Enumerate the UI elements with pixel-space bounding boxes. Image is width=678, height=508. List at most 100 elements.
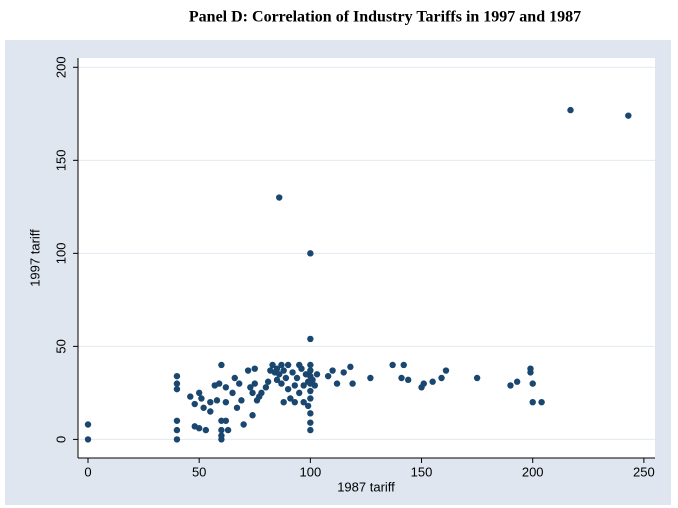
point xyxy=(218,417,225,424)
x-tick-label: 0 xyxy=(84,464,91,479)
point xyxy=(187,393,194,400)
point xyxy=(307,410,314,417)
point xyxy=(513,378,521,385)
chart-title: Panel D: Correlation of Industry Tariffs… xyxy=(189,9,581,26)
point xyxy=(200,404,207,411)
point xyxy=(218,361,225,369)
point xyxy=(529,398,536,406)
point xyxy=(222,384,230,391)
point xyxy=(84,436,92,443)
y-tick-label: 200 xyxy=(53,56,68,78)
point xyxy=(173,417,181,424)
point xyxy=(404,376,412,384)
x-tick-label: 150 xyxy=(411,464,433,479)
point xyxy=(258,389,265,397)
point xyxy=(340,369,347,376)
point xyxy=(251,365,258,372)
point xyxy=(173,436,181,443)
point xyxy=(420,380,427,387)
point xyxy=(309,376,316,384)
point xyxy=(173,385,181,393)
point xyxy=(298,365,305,372)
point xyxy=(307,335,314,343)
point xyxy=(625,112,632,119)
point xyxy=(311,382,319,389)
point xyxy=(473,374,481,382)
y-axis-label: 1997 tariff xyxy=(27,229,42,287)
point xyxy=(300,398,307,406)
point xyxy=(202,426,210,434)
point xyxy=(307,367,314,374)
point xyxy=(400,361,407,369)
point xyxy=(191,400,198,408)
y-tick-label: 100 xyxy=(53,242,68,264)
y-tick-label: 50 xyxy=(53,339,68,353)
point xyxy=(307,395,314,402)
point xyxy=(307,426,314,434)
point xyxy=(289,369,296,376)
point xyxy=(262,384,270,391)
point xyxy=(198,395,205,402)
plot-area xyxy=(78,58,655,458)
point xyxy=(84,421,92,428)
point xyxy=(389,361,396,369)
point xyxy=(215,380,223,387)
point xyxy=(173,372,181,380)
point xyxy=(291,382,298,389)
point xyxy=(251,380,258,387)
point xyxy=(307,387,314,395)
point xyxy=(273,376,281,384)
point xyxy=(324,372,332,380)
y-tick-label: 150 xyxy=(53,149,68,171)
point xyxy=(173,426,181,434)
point xyxy=(529,380,536,387)
point xyxy=(304,402,312,410)
point xyxy=(276,371,283,378)
point xyxy=(280,398,287,406)
point xyxy=(229,389,236,397)
point xyxy=(349,380,356,387)
point xyxy=(278,361,285,369)
point xyxy=(195,425,203,432)
point xyxy=(231,374,238,382)
point xyxy=(195,389,203,397)
point xyxy=(238,397,245,404)
point xyxy=(287,395,294,402)
point xyxy=(347,363,354,371)
point xyxy=(429,378,436,385)
point xyxy=(438,374,445,382)
point xyxy=(213,397,221,404)
point xyxy=(291,398,298,406)
point xyxy=(398,374,405,382)
point xyxy=(293,374,301,382)
x-tick-label: 250 xyxy=(633,464,655,479)
point xyxy=(538,398,545,406)
point xyxy=(249,412,256,419)
point xyxy=(236,380,243,387)
x-axis-label: 1987 tariff xyxy=(337,479,395,494)
point xyxy=(240,421,247,428)
point xyxy=(282,374,290,382)
point xyxy=(442,367,450,374)
point xyxy=(307,361,314,369)
point xyxy=(207,408,214,415)
point xyxy=(218,436,225,443)
point xyxy=(269,361,276,369)
point xyxy=(207,398,214,406)
point xyxy=(333,380,341,387)
point xyxy=(249,389,256,397)
point xyxy=(307,250,314,257)
point xyxy=(222,398,230,406)
point xyxy=(278,380,285,387)
point xyxy=(313,371,321,378)
point xyxy=(284,361,292,369)
point xyxy=(284,385,292,393)
point xyxy=(280,367,287,374)
point xyxy=(218,426,225,434)
point xyxy=(173,380,181,387)
x-tick-label: 200 xyxy=(522,464,544,479)
point xyxy=(264,378,272,385)
point xyxy=(296,389,303,397)
point xyxy=(307,419,314,426)
